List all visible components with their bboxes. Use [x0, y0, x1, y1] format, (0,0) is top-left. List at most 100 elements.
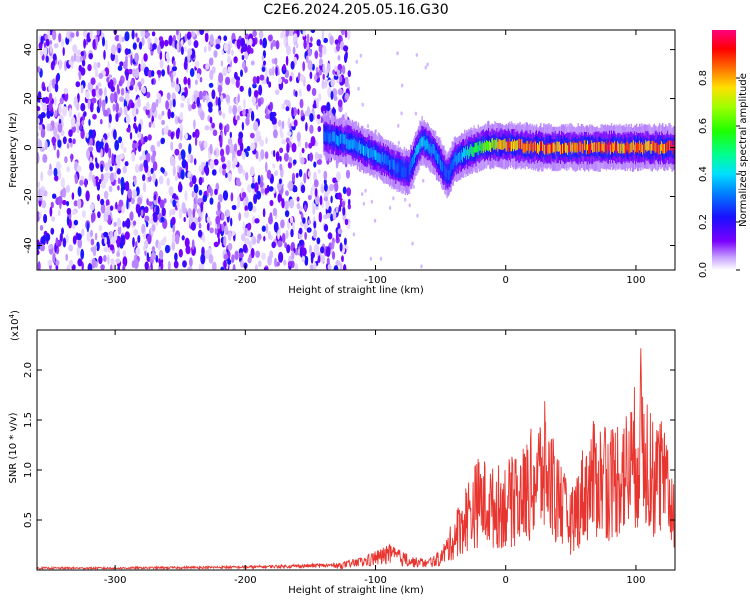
- heatmap-noise-cell: [250, 247, 255, 259]
- heatmap-signal-cell: [563, 144, 565, 154]
- heatmap-signal-cell: [629, 143, 632, 154]
- x-tick-label: -300: [104, 275, 127, 286]
- heatmap-noise-cell: [263, 235, 266, 242]
- heatmap-noise-cell: [143, 231, 147, 239]
- heatmap-noise-cell: [270, 42, 273, 51]
- heatmap-noise-cell: [138, 123, 142, 133]
- heatmap-signal-cell: [613, 143, 615, 154]
- heatmap-noise-cell: [55, 237, 59, 247]
- heatmap-signal-cell: [472, 147, 474, 157]
- heatmap-signal-cell: [609, 144, 612, 155]
- heatmap-noise-cell: [295, 42, 299, 49]
- heatmap-signal-cell: [547, 145, 549, 155]
- heatmap-signal-cell: [384, 153, 387, 164]
- heatmap-noise-cell: [37, 211, 40, 222]
- heatmap-noise-cell: [86, 132, 89, 139]
- heatmap-noise-cell: [291, 107, 294, 118]
- heatmap-noise-cell: [110, 264, 113, 270]
- heatmap-noise-cell: [204, 165, 207, 173]
- heatmap-noise-cell: [95, 175, 99, 187]
- heatmap-noise-cell: [215, 43, 221, 50]
- heatmap-noise-cell: [169, 155, 175, 167]
- heatmap-noise-cell: [37, 131, 40, 138]
- heatmap-noise-cell: [229, 131, 232, 139]
- heatmap-noise-cell: [74, 176, 79, 184]
- heatmap-noise-cell: [40, 187, 45, 198]
- heatmap-noise-cell: [60, 177, 65, 188]
- heatmap-signal-cell: [401, 167, 403, 177]
- heatmap-signal-cell: [538, 144, 540, 155]
- heatmap-noise-cell: [370, 199, 373, 204]
- heatmap-noise-cell: [76, 246, 80, 256]
- heatmap-signal-cell: [412, 157, 414, 167]
- heatmap-noise-cell: [129, 211, 134, 221]
- heatmap-noise-cell: [53, 43, 59, 49]
- heatmap-noise-cell: [124, 31, 130, 41]
- heatmap-signal-cell: [381, 152, 384, 162]
- colorbar-ticks: 0.0 0.2 0.4 0.6 0.8: [698, 70, 740, 278]
- heatmap-noise-cell: [115, 102, 120, 113]
- heatmap-noise-cell: [287, 131, 292, 137]
- heatmap-noise-cell: [345, 169, 351, 179]
- spectrogram-y-axis-label: Frequency (Hz): [8, 112, 19, 188]
- heatmap-noise-cell: [268, 81, 272, 88]
- heatmap-noise-cell: [124, 181, 130, 192]
- heatmap-signal-cell: [498, 139, 500, 150]
- heatmap-signal-cell: [617, 141, 619, 152]
- heatmap-signal-cell: [444, 166, 446, 176]
- heatmap-noise-cell: [327, 232, 333, 240]
- heatmap-signal-cell: [618, 143, 620, 153]
- heatmap-noise-cell: [292, 46, 296, 55]
- heatmap-noise-cell: [261, 252, 266, 260]
- heatmap-noise-cell: [80, 67, 86, 76]
- heatmap-noise-cell: [314, 50, 318, 60]
- heatmap-noise-cell: [225, 123, 230, 133]
- heatmap-noise-cell: [64, 156, 68, 164]
- heatmap-signal-cell: [520, 139, 522, 150]
- heatmap-noise-cell: [37, 66, 41, 73]
- heatmap-noise-cell: [332, 177, 337, 184]
- heatmap-signal-cell: [415, 147, 417, 158]
- heatmap-noise-cell: [118, 199, 124, 207]
- heatmap-noise-cell: [302, 247, 307, 257]
- heatmap-signal-cell: [540, 140, 542, 151]
- heatmap-signal-cell: [597, 140, 599, 151]
- heatmap-noise-cell: [172, 222, 176, 233]
- heatmap-noise-cell: [248, 87, 252, 98]
- heatmap-noise-cell: [72, 138, 76, 145]
- heatmap-noise-cell: [279, 155, 282, 162]
- heatmap-noise-cell: [116, 217, 122, 228]
- heatmap-noise-cell: [279, 147, 284, 154]
- heatmap-noise-cell: [66, 264, 70, 270]
- heatmap-signal-cell: [513, 141, 515, 152]
- heatmap-noise-cell: [309, 244, 312, 255]
- heatmap-noise-cell: [218, 193, 223, 203]
- colorbar-tick-label: 0.6: [698, 118, 709, 134]
- heatmap-signal-cell: [388, 155, 390, 166]
- heatmap-noise-cell: [141, 37, 145, 46]
- y-tick-label: 1.5: [23, 412, 34, 428]
- heatmap-noise-cell: [274, 170, 279, 177]
- heatmap-noise-cell: [103, 255, 107, 262]
- heatmap-noise-cell: [47, 259, 53, 266]
- heatmap-noise-cell: [305, 122, 308, 132]
- heatmap-noise-cell: [343, 45, 349, 52]
- heatmap-noise-cell: [103, 211, 109, 223]
- heatmap-noise-cell: [130, 102, 135, 109]
- heatmap-noise-cell: [167, 108, 171, 120]
- heatmap-noise-cell: [342, 186, 347, 195]
- heatmap-noise-cell: [316, 114, 321, 120]
- heatmap-noise-cell: [213, 159, 219, 166]
- heatmap-noise-cell: [310, 136, 316, 147]
- heatmap-noise-cell: [49, 125, 53, 132]
- heatmap-signal-cell: [667, 141, 669, 151]
- heatmap-noise-cell: [277, 240, 283, 248]
- heatmap-noise-cell: [281, 120, 285, 130]
- heatmap-noise-cell: [116, 251, 120, 257]
- heatmap-noise-cell: [344, 53, 348, 64]
- heatmap-noise-cell: [176, 41, 180, 53]
- heatmap-signal-cell: [397, 162, 399, 173]
- heatmap-noise-cell: [341, 65, 346, 75]
- heatmap-noise-cell: [217, 201, 221, 212]
- heatmap-noise-cell: [182, 260, 187, 268]
